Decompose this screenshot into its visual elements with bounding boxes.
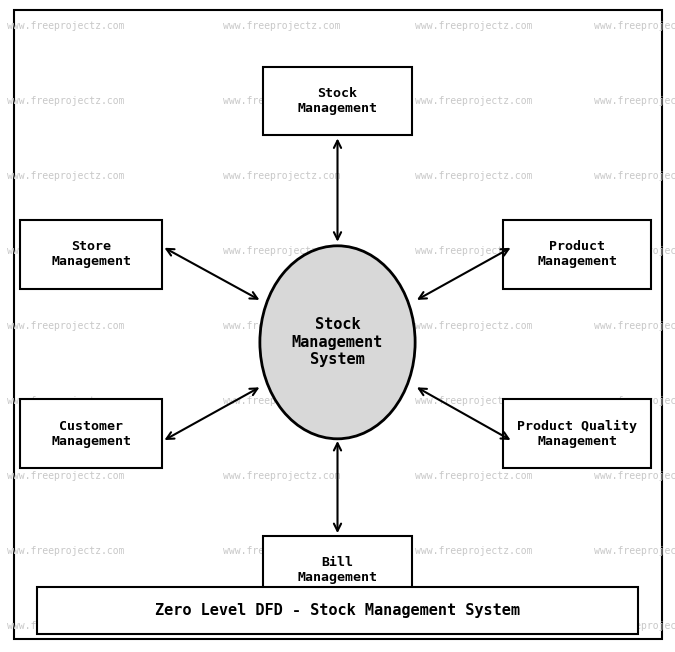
Text: www.freeprojectz.com: www.freeprojectz.com: [594, 621, 675, 631]
Ellipse shape: [260, 246, 415, 439]
Text: www.freeprojectz.com: www.freeprojectz.com: [594, 21, 675, 31]
Text: www.freeprojectz.com: www.freeprojectz.com: [223, 471, 340, 481]
Bar: [37, 587, 638, 634]
Text: Customer
Management: Customer Management: [51, 420, 131, 447]
Text: www.freeprojectz.com: www.freeprojectz.com: [415, 321, 533, 331]
Text: www.freeprojectz.com: www.freeprojectz.com: [415, 246, 533, 256]
Text: Product Quality
Management: Product Quality Management: [517, 419, 637, 448]
Text: www.freeprojectz.com: www.freeprojectz.com: [594, 96, 675, 106]
Bar: [263, 67, 412, 135]
Bar: [20, 399, 162, 468]
Text: www.freeprojectz.com: www.freeprojectz.com: [594, 546, 675, 556]
Text: www.freeprojectz.com: www.freeprojectz.com: [594, 321, 675, 331]
Text: www.freeprojectz.com: www.freeprojectz.com: [415, 621, 533, 631]
Text: Zero Level DFD - Stock Management System: Zero Level DFD - Stock Management System: [155, 602, 520, 618]
Bar: [503, 220, 651, 288]
Text: www.freeprojectz.com: www.freeprojectz.com: [7, 246, 124, 256]
Text: www.freeprojectz.com: www.freeprojectz.com: [415, 546, 533, 556]
Text: www.freeprojectz.com: www.freeprojectz.com: [223, 396, 340, 406]
Text: www.freeprojectz.com: www.freeprojectz.com: [415, 171, 533, 181]
Text: www.freeprojectz.com: www.freeprojectz.com: [7, 546, 124, 556]
Text: www.freeprojectz.com: www.freeprojectz.com: [594, 171, 675, 181]
Text: www.freeprojectz.com: www.freeprojectz.com: [594, 396, 675, 406]
Text: www.freeprojectz.com: www.freeprojectz.com: [223, 546, 340, 556]
Text: Product
Management: Product Management: [537, 241, 617, 268]
Bar: [20, 220, 162, 288]
Text: www.freeprojectz.com: www.freeprojectz.com: [415, 96, 533, 106]
Text: www.freeprojectz.com: www.freeprojectz.com: [223, 96, 340, 106]
Text: www.freeprojectz.com: www.freeprojectz.com: [223, 621, 340, 631]
Text: www.freeprojectz.com: www.freeprojectz.com: [223, 246, 340, 256]
Text: www.freeprojectz.com: www.freeprojectz.com: [7, 96, 124, 106]
Text: www.freeprojectz.com: www.freeprojectz.com: [594, 471, 675, 481]
Text: Bill
Management: Bill Management: [298, 557, 377, 584]
Text: www.freeprojectz.com: www.freeprojectz.com: [7, 21, 124, 31]
Text: Store
Management: Store Management: [51, 241, 131, 268]
Text: www.freeprojectz.com: www.freeprojectz.com: [7, 471, 124, 481]
Bar: [263, 536, 412, 605]
Text: www.freeprojectz.com: www.freeprojectz.com: [594, 246, 675, 256]
Text: www.freeprojectz.com: www.freeprojectz.com: [7, 396, 124, 406]
Text: www.freeprojectz.com: www.freeprojectz.com: [415, 471, 533, 481]
Text: www.freeprojectz.com: www.freeprojectz.com: [415, 396, 533, 406]
Text: www.freeprojectz.com: www.freeprojectz.com: [223, 21, 340, 31]
Text: www.freeprojectz.com: www.freeprojectz.com: [415, 21, 533, 31]
Bar: [503, 399, 651, 468]
Text: www.freeprojectz.com: www.freeprojectz.com: [7, 171, 124, 181]
Text: Stock
Management
System: Stock Management System: [292, 318, 383, 367]
Text: Stock
Management: Stock Management: [298, 87, 377, 115]
Text: www.freeprojectz.com: www.freeprojectz.com: [223, 171, 340, 181]
Text: www.freeprojectz.com: www.freeprojectz.com: [223, 321, 340, 331]
Text: www.freeprojectz.com: www.freeprojectz.com: [7, 621, 124, 631]
Text: www.freeprojectz.com: www.freeprojectz.com: [7, 321, 124, 331]
